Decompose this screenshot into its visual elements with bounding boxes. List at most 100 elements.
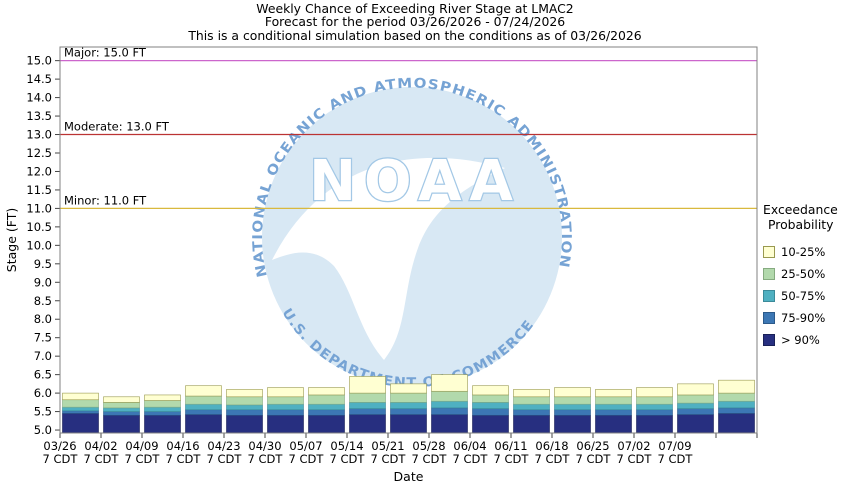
- bar-segment-p10-25: [267, 387, 304, 398]
- bar-segment-p50-75: [513, 403, 550, 411]
- bar-segment-p25-50: [472, 394, 509, 403]
- y-tick-label: 10.5: [26, 220, 52, 234]
- legend-entry: 25-50%: [763, 263, 838, 285]
- legend: Exceedance Probability 10-25% 25-50% 50-…: [763, 202, 838, 351]
- y-axis: 5.0 5.5 6.0 6.5 7.0 7.5 8.0 8.5 9.0 9.5 10.0 10.5 11…: [26, 54, 60, 437]
- y-tick-label: 9.5: [34, 257, 52, 271]
- y-tick-label: 14.0: [26, 91, 52, 105]
- legend-swatch-50-75-icon: [763, 290, 775, 302]
- bar-segment-gt90: [472, 414, 509, 434]
- x-tick-date: 06/04: [453, 439, 486, 453]
- bar-segment-p25-50: [144, 400, 181, 408]
- bar-segment-p50-75: [677, 402, 714, 409]
- bar-segment-gt90: [636, 414, 673, 434]
- bar-segment-gt90: [513, 414, 550, 434]
- x-tick-time: 7 CDT: [453, 452, 489, 466]
- bar-segment-p10-25: [308, 387, 345, 396]
- bar-segment-p10-25: [718, 379, 755, 394]
- bar-segment-p50-75: [144, 406, 181, 412]
- bar-segment-p50-75: [103, 407, 140, 412]
- bar-segment-p25-50: [185, 395, 222, 405]
- bar-segment-gt90: [62, 413, 99, 434]
- x-tick-time: 7 CDT: [207, 452, 243, 466]
- bar-segment-p50-75: [226, 404, 263, 411]
- bar-segment-p10-25: [595, 389, 632, 398]
- y-tick-label: 12.5: [26, 146, 52, 160]
- x-tick-time: 7 CDT: [166, 452, 202, 466]
- y-tick-label: 6.5: [34, 368, 52, 382]
- bar-segment-p75-90: [144, 411, 181, 416]
- x-tick-time: 7 CDT: [125, 452, 161, 466]
- x-tick-date: 05/07: [289, 439, 322, 453]
- bar-segment-p75-90: [103, 411, 140, 416]
- bar-segment-p75-90: [308, 409, 345, 416]
- legend-label: 25-50%: [781, 267, 826, 281]
- bar-segment-p25-50: [103, 402, 140, 409]
- bar-segment-gt90: [308, 414, 345, 434]
- x-tick-time: 7 CDT: [617, 452, 653, 466]
- bar-segment-p75-90: [226, 409, 263, 416]
- legend-swatch-75-90-icon: [763, 312, 775, 324]
- x-tick-date: 06/18: [535, 439, 568, 453]
- x-tick-time: 7 CDT: [371, 452, 407, 466]
- legend-title-line1: Exceedance: [763, 202, 838, 217]
- legend-label: > 90%: [781, 333, 820, 347]
- bar-segment-gt90: [595, 414, 632, 434]
- x-tick-date: 04/23: [207, 439, 240, 453]
- y-tick-label: 13.5: [26, 109, 52, 123]
- chart-titles: Weekly Chance of Exceeding River Stage a…: [0, 1, 830, 43]
- bar-segment-p10-25: [554, 387, 591, 398]
- x-tick-date: 06/11: [494, 439, 527, 453]
- legend-label: 75-90%: [781, 311, 826, 325]
- legend-entry: > 90%: [763, 329, 838, 351]
- bar-segment-p25-50: [431, 390, 468, 402]
- bar-segment-gt90: [431, 414, 468, 434]
- y-tick-label: 9.0: [34, 275, 52, 289]
- chart-title: Weekly Chance of Exceeding River Stage a…: [256, 1, 574, 16]
- bar-segment-p50-75: [431, 400, 468, 409]
- y-tick-label: 15.0: [26, 54, 52, 68]
- bar-segment-p75-90: [595, 409, 632, 416]
- bar-segment-p25-50: [718, 392, 755, 402]
- x-tick-date: 03/26: [43, 439, 76, 453]
- x-tick-time: 7 CDT: [412, 452, 448, 466]
- y-tick-label: 5.0: [34, 423, 52, 437]
- bar-segment-p50-75: [308, 403, 345, 411]
- x-tick-date: 07/02: [617, 439, 650, 453]
- bar-segment-gt90: [103, 414, 140, 434]
- bar-segment-p25-50: [226, 396, 263, 406]
- bar-segment-p75-90: [472, 408, 509, 416]
- chart-note: This is a conditional simulation based o…: [188, 27, 642, 43]
- flood-line-label: Minor: 11.0 FT: [64, 193, 147, 207]
- bar-segment-p75-90: [349, 408, 386, 415]
- y-tick-label: 14.5: [26, 72, 52, 86]
- bar-segment-p50-75: [636, 403, 673, 411]
- bar-segment-p25-50: [513, 396, 550, 405]
- bar-segment-p50-75: [62, 406, 99, 412]
- bar-segment-p10-25: [185, 385, 222, 397]
- legend-label: 50-75%: [781, 289, 826, 303]
- legend-title-line2: Probability: [768, 216, 834, 232]
- y-tick-label: 8.0: [34, 312, 52, 326]
- bar-segment-p75-90: [431, 407, 468, 415]
- bar-segment-p50-75: [185, 403, 222, 411]
- bar-segment-p10-25: [103, 396, 140, 403]
- bar-segment-p75-90: [62, 410, 99, 414]
- bar-segment-p75-90: [718, 407, 755, 414]
- bar-segment-gt90: [390, 414, 427, 434]
- legend-swatch-10-25-icon: [763, 246, 775, 258]
- legend-entry: 50-75%: [763, 285, 838, 307]
- bar-segment-p10-25: [431, 374, 468, 392]
- x-tick-date: 05/14: [330, 439, 363, 453]
- bar-segment-p75-90: [554, 409, 591, 416]
- bar-segment-gt90: [185, 414, 222, 434]
- bar-segment-p25-50: [308, 394, 345, 405]
- x-tick-time: 7 CDT: [576, 452, 612, 466]
- bar-segment-p25-50: [554, 396, 591, 405]
- bar-segment-p75-90: [513, 409, 550, 416]
- y-tick-label: 7.5: [34, 331, 52, 345]
- bar-segment-p50-75: [390, 402, 427, 409]
- bar-segment-p10-25: [390, 383, 427, 394]
- x-tick-date: 04/30: [248, 439, 281, 453]
